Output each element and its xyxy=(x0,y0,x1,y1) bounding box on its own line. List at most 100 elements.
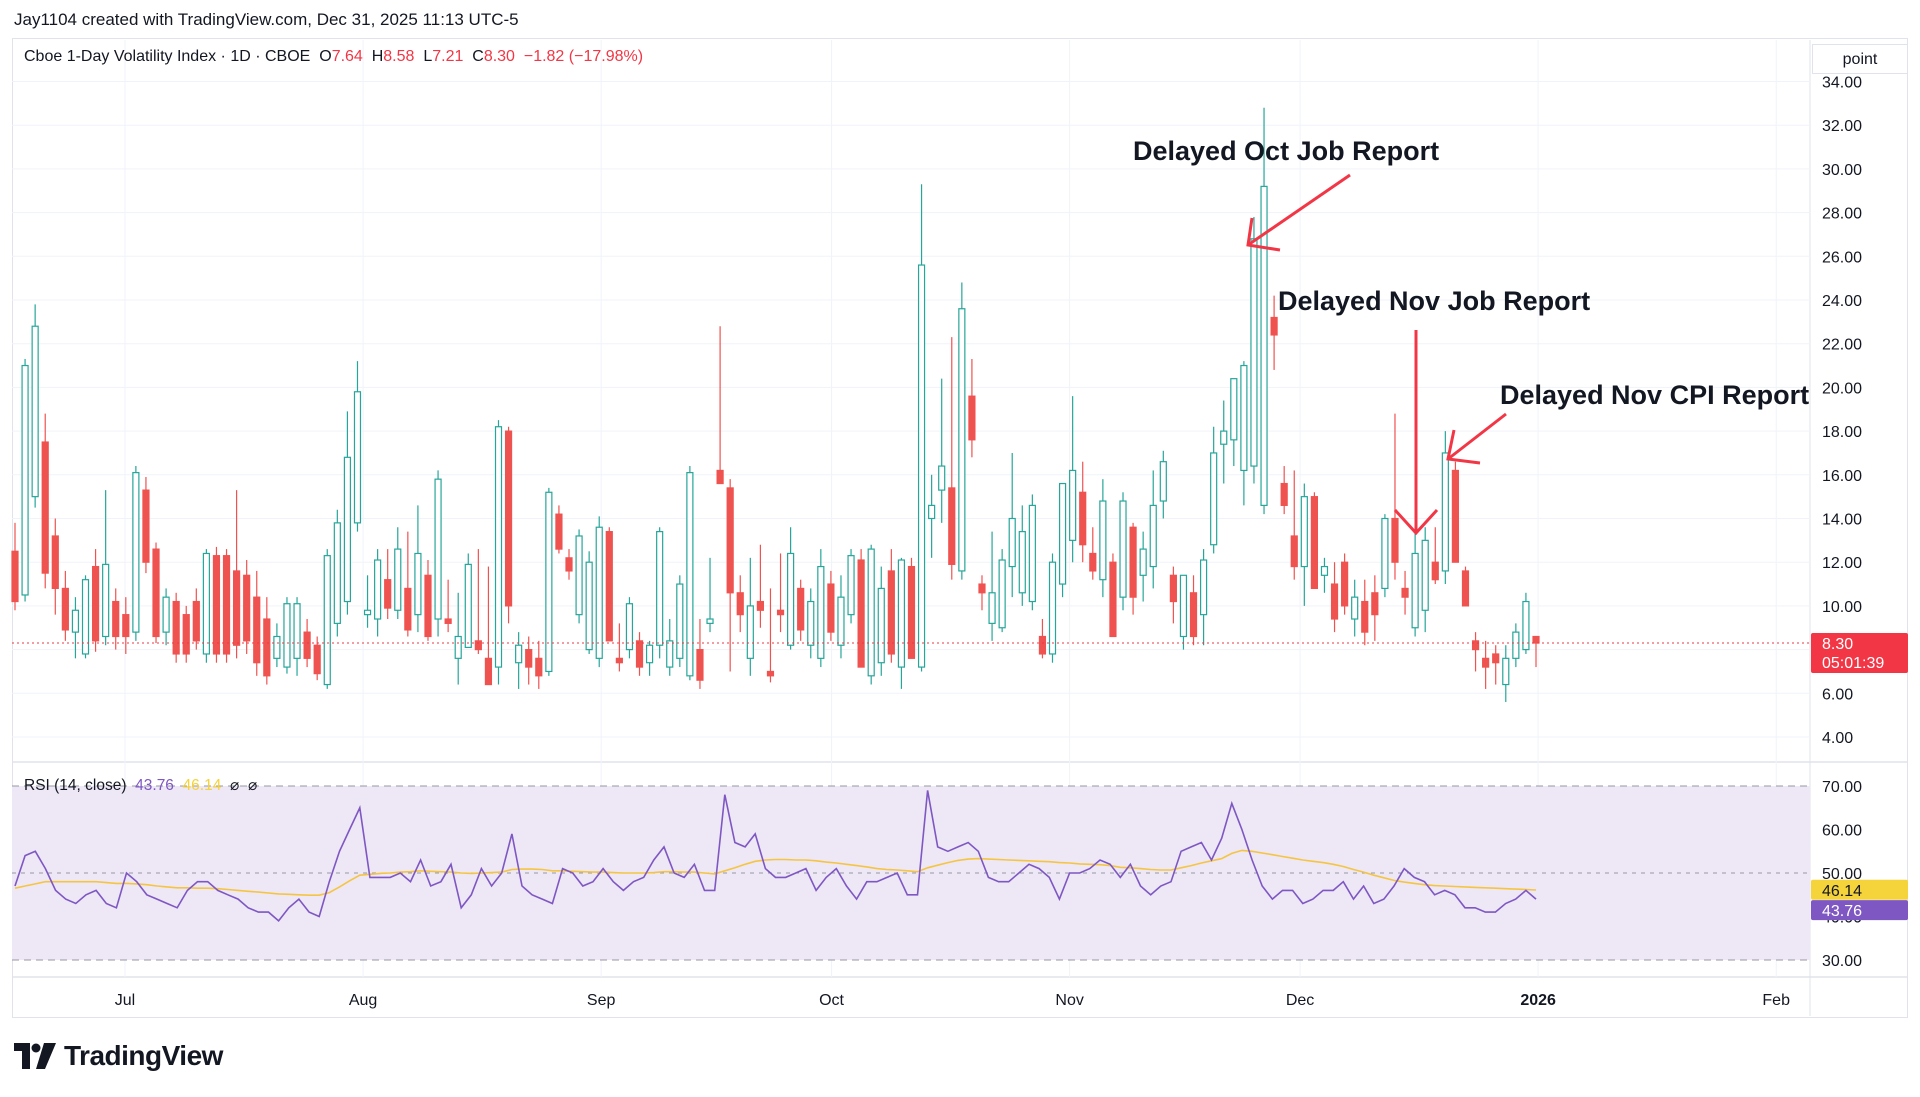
candle-body xyxy=(202,552,210,655)
price-tick-label: 24.00 xyxy=(1822,293,1862,310)
candle xyxy=(323,549,331,689)
candle-body xyxy=(273,635,281,659)
candle xyxy=(233,490,241,659)
candle-body xyxy=(1169,574,1177,603)
candle-body xyxy=(1260,185,1268,506)
candle-body xyxy=(253,596,261,664)
candle-body xyxy=(515,644,523,664)
candle-body xyxy=(1270,316,1278,336)
candle-body xyxy=(696,648,704,681)
candle xyxy=(535,640,543,689)
time-tick-label: Dec xyxy=(1286,992,1314,1009)
close-value: 8.30 xyxy=(483,48,515,65)
candle xyxy=(1451,461,1460,563)
candle-body xyxy=(857,559,865,668)
symbol-name[interactable]: Cboe 1-Day Volatility Index · 1D · CBOE xyxy=(24,48,311,65)
axes: JulAugSepOctNovDec2026Feb4.006.008.0010.… xyxy=(12,75,1908,1009)
candle xyxy=(1089,527,1097,580)
candle-body xyxy=(222,555,231,655)
candle xyxy=(716,326,724,485)
candle xyxy=(1008,452,1016,598)
candle-body xyxy=(1351,596,1359,620)
candle-body xyxy=(1230,378,1238,441)
candle-body xyxy=(293,603,301,659)
candle xyxy=(102,490,110,646)
candle xyxy=(61,570,69,641)
candle-body xyxy=(897,559,906,668)
arrow-head xyxy=(1446,429,1481,465)
candle-body xyxy=(212,555,221,655)
rsi-indicator-name[interactable]: RSI (14, close) xyxy=(24,777,127,794)
candle-body xyxy=(1330,583,1339,620)
candle xyxy=(474,549,482,654)
price-scale-unit-button[interactable]: point xyxy=(1812,44,1908,74)
candle-body xyxy=(414,552,422,616)
candle xyxy=(1371,575,1379,641)
candle xyxy=(1149,470,1157,589)
candle-body xyxy=(625,603,634,651)
candle-body xyxy=(61,587,69,631)
candle-body xyxy=(343,456,352,603)
rsi-ma-tag xyxy=(1811,879,1908,900)
candle xyxy=(1421,527,1429,633)
arrow-shaft xyxy=(1247,173,1351,247)
candle-body xyxy=(132,472,140,633)
candle xyxy=(1361,579,1369,646)
candle xyxy=(243,560,251,654)
candle xyxy=(454,592,462,685)
candle-body xyxy=(81,579,90,655)
candle xyxy=(545,487,553,676)
price-tick-label: 34.00 xyxy=(1822,75,1862,92)
tradingview-logo[interactable]: TradingView xyxy=(14,1038,223,1074)
annotation-label: Delayed Oct Job Report xyxy=(1133,136,1439,166)
candle xyxy=(635,632,644,676)
candle-body xyxy=(122,614,130,638)
candle-body xyxy=(948,487,956,565)
candle-body xyxy=(404,587,412,631)
rsi-tick-label: 50.00 xyxy=(1822,866,1862,883)
candle xyxy=(444,579,452,633)
candle-body xyxy=(1220,430,1228,445)
candle-body xyxy=(525,648,533,668)
candle xyxy=(1210,426,1218,554)
rsi-tick-label: 70.00 xyxy=(1822,779,1862,796)
candle xyxy=(394,527,402,620)
candle xyxy=(958,282,966,580)
candle xyxy=(877,566,885,676)
candle-body xyxy=(746,605,754,659)
rsi-background xyxy=(12,786,1810,960)
candle xyxy=(1351,579,1359,637)
candle xyxy=(122,597,130,654)
candle-body xyxy=(545,491,553,673)
candle xyxy=(515,632,523,689)
candle xyxy=(253,570,261,676)
time-tick-label: Oct xyxy=(819,992,844,1009)
candle xyxy=(343,411,352,615)
candle xyxy=(293,597,301,676)
candle xyxy=(1079,461,1087,563)
candle-body xyxy=(595,526,603,659)
candle xyxy=(1391,413,1399,580)
time-tick-label: Sep xyxy=(587,992,616,1009)
candle-body xyxy=(1482,657,1490,668)
candle-body xyxy=(907,565,916,659)
candle xyxy=(696,619,704,689)
candle-body xyxy=(988,592,996,624)
candle-body xyxy=(1038,635,1047,655)
candle-body xyxy=(1179,574,1188,638)
candle-body xyxy=(91,565,100,642)
candle xyxy=(1048,553,1057,663)
candle xyxy=(1159,450,1167,519)
candle-body xyxy=(938,465,946,491)
candle xyxy=(172,592,180,663)
candle-body xyxy=(1471,640,1480,651)
candle xyxy=(484,566,493,686)
low-value: 7.21 xyxy=(432,48,464,65)
candle-body xyxy=(1240,364,1248,472)
candle xyxy=(666,619,674,676)
candle xyxy=(424,560,432,641)
candle xyxy=(1502,645,1510,703)
candle xyxy=(938,378,946,523)
candle xyxy=(363,575,372,628)
